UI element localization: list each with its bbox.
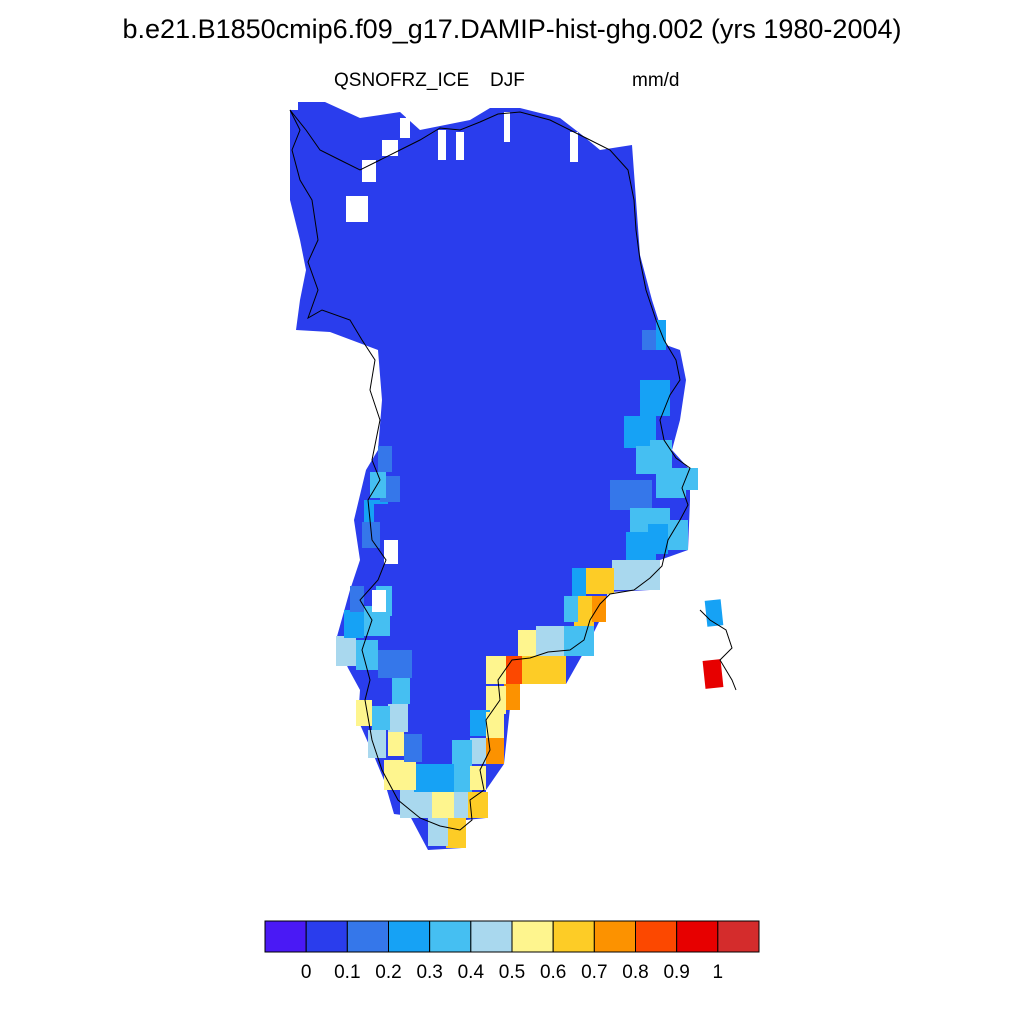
colorbar-swatch — [388, 920, 431, 953]
colorbar-swatch — [552, 920, 595, 953]
map-cell — [388, 704, 408, 732]
map-cell — [388, 728, 404, 756]
map-cell — [648, 524, 668, 554]
colorbar-tick-label: 0 — [300, 962, 312, 983]
map-cell — [468, 792, 488, 818]
map-cell — [446, 818, 466, 848]
map-cell — [486, 656, 506, 684]
colorbar-tick-label: 0.8 — [622, 962, 649, 983]
map-cell — [656, 320, 666, 350]
units-label: mm/d — [632, 70, 680, 91]
season-label: DJF — [490, 70, 525, 91]
map-cell — [400, 790, 432, 818]
missing-data-cell — [438, 130, 446, 160]
map-cell — [378, 650, 412, 678]
colorbar-swatch — [346, 920, 390, 953]
map-cell — [404, 734, 422, 762]
missing-data-cell — [346, 196, 368, 222]
map-cell — [452, 740, 472, 766]
map-cell — [504, 656, 522, 684]
colorbar-swatch — [264, 920, 307, 953]
colorbar-swatch — [635, 920, 678, 953]
missing-data-cell — [384, 540, 398, 564]
missing-data-cell — [406, 100, 420, 120]
missing-data-cell — [362, 160, 376, 182]
colorbar-tick-label: 0.5 — [498, 962, 526, 983]
colorbar-tick-label: 0.3 — [416, 962, 443, 983]
missing-data-cell — [456, 132, 464, 160]
map-cell — [350, 586, 364, 612]
map-cell — [682, 468, 698, 490]
map-cell — [428, 818, 448, 846]
map-cell — [368, 730, 386, 758]
map-cell — [470, 710, 490, 736]
map-cell — [430, 792, 454, 818]
map-cell — [642, 330, 656, 350]
map-cell — [612, 560, 660, 590]
island-cell — [702, 659, 724, 689]
map-cell — [504, 684, 520, 710]
map-cell — [560, 626, 594, 656]
missing-data-cell — [504, 112, 510, 142]
map-cell — [384, 760, 416, 790]
colorbar-tick-label: 0.7 — [581, 962, 608, 983]
missing-data-cell — [400, 118, 410, 138]
map-cell — [452, 766, 472, 792]
map-cell — [372, 706, 390, 730]
colorbar-swatch — [305, 920, 348, 953]
map-cell — [486, 738, 504, 764]
variable-label: QSNOFRZ_ICE — [334, 70, 470, 91]
map-cell — [574, 596, 594, 626]
missing-data-cell — [570, 132, 578, 162]
map-cell — [344, 610, 364, 638]
map-cell — [520, 656, 566, 684]
map-cell — [372, 678, 390, 704]
map-cell — [486, 712, 504, 740]
colorbar-tick-label: 0.4 — [457, 962, 485, 983]
map-cell — [470, 766, 486, 790]
map-cell — [518, 630, 536, 656]
map-cell — [610, 480, 652, 510]
missing-data-cell — [290, 102, 298, 110]
colorbar-tick-label: 0.9 — [663, 962, 690, 983]
map-cell — [470, 738, 486, 764]
colorbar-tick-label: 0.1 — [334, 962, 361, 983]
colorbar-swatch — [593, 920, 637, 953]
map-cell — [392, 676, 410, 704]
colorbar-tick-label: 0.6 — [539, 962, 567, 983]
coastline — [289, 109, 737, 831]
colorbar-swatch — [511, 920, 554, 953]
map-cell — [640, 380, 670, 416]
map-cell — [586, 568, 614, 594]
map-cell — [486, 686, 506, 714]
colorbar-tick-label: 0.2 — [375, 962, 402, 983]
colorbar-swatch — [470, 920, 513, 953]
missing-data-cell — [382, 140, 398, 156]
map-cell — [414, 764, 454, 792]
map-cell — [452, 792, 468, 818]
map-cell — [356, 700, 372, 726]
colorbar-swatch — [717, 920, 760, 953]
map-cell — [572, 568, 586, 598]
colorbar-swatch — [676, 920, 719, 953]
map-cell — [592, 596, 606, 622]
plot-title: b.e21.B1850cmip6.f09_g17.DAMIP-hist-ghg.… — [122, 14, 902, 44]
map-cell — [370, 472, 386, 498]
map-cell — [656, 468, 686, 498]
map-cell — [564, 596, 578, 622]
map-cell — [356, 640, 378, 670]
map-cell — [336, 636, 356, 666]
map-cell — [378, 446, 392, 472]
missing-data-cell — [372, 590, 386, 612]
colorbar-tick-label: 1 — [712, 962, 724, 983]
colorbar-swatch — [429, 920, 472, 953]
colorbar — [264, 920, 760, 953]
